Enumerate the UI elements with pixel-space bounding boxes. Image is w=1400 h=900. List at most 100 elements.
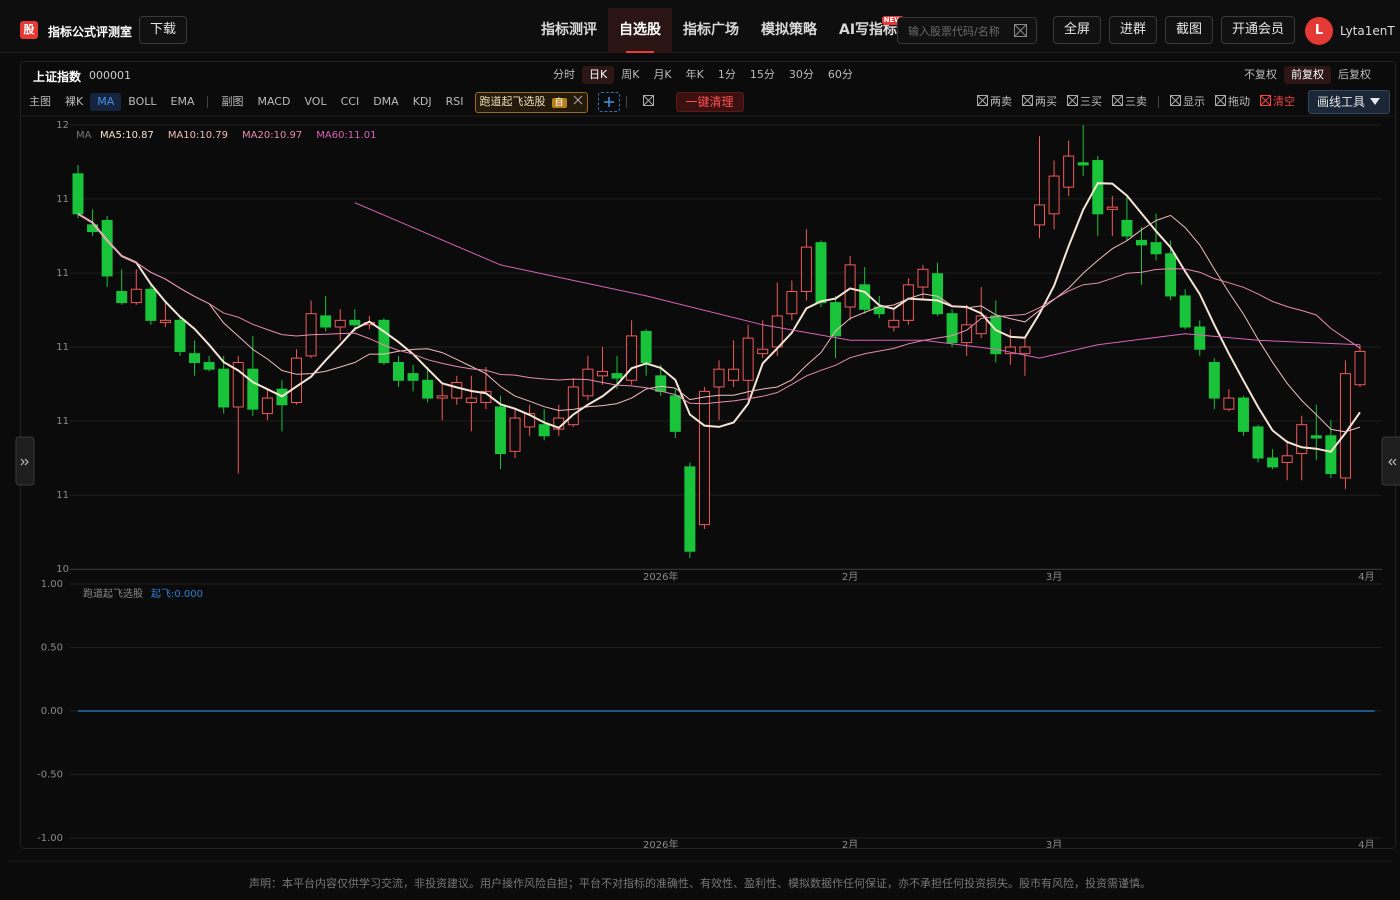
candle-body: [1296, 424, 1308, 455]
ma-line: [354, 202, 1361, 359]
checkbox[interactable]: [1169, 95, 1181, 106]
x-tick-label: 2月: [842, 571, 858, 583]
nav-item[interactable]: 指标广场: [672, 8, 750, 53]
nav-item[interactable]: 自选股: [608, 8, 672, 53]
adjust-tab[interactable]: 后复权: [1338, 68, 1371, 81]
checkbox[interactable]: [1066, 95, 1078, 106]
legend-entry: 起飞:0.000: [151, 588, 203, 600]
candle-body: [218, 368, 230, 408]
indicator-toolbar: 主图 裸K MA BOLL EMA 副图 MACD VOL CCI DMA KDJ RSI 跑道起飞选股…: [22, 91, 744, 113]
header-button[interactable]: 截图: [1165, 16, 1214, 44]
adjust-tab[interactable]: 前复权: [1284, 66, 1331, 84]
candle-body: [582, 368, 594, 397]
clear-button[interactable]: 一键清理: [675, 92, 744, 112]
dropdown-arrow: [1370, 98, 1380, 105]
candle-body: [451, 382, 463, 399]
right-tab-icon: [1388, 458, 1397, 466]
header-buttons: 全屏 进群 截图 开通会员: [1053, 16, 1296, 44]
right-tab[interactable]: [1381, 436, 1400, 486]
candle-body: [728, 368, 740, 381]
period-tab[interactable]: 60分: [827, 68, 853, 81]
nav-item[interactable]: 模拟策略: [750, 8, 828, 53]
period-tab[interactable]: 年K: [685, 68, 704, 81]
legend-entry: MA20:10.97: [242, 130, 302, 141]
download-button[interactable]: 下载: [139, 16, 188, 44]
main-indicator[interactable]: BOLL: [128, 95, 157, 108]
x-tick-label: 4月: [1358, 571, 1374, 583]
sub-indicator[interactable]: RSI: [445, 95, 464, 108]
signal-toggle[interactable]: 两卖: [972, 93, 1017, 111]
main-label: 主图: [29, 95, 51, 108]
tag-remove[interactable]: [573, 95, 583, 105]
tag-badge: 自: [551, 97, 567, 108]
y-tick-label: 0.50: [41, 643, 63, 654]
candle-body: [1208, 362, 1220, 399]
sub-indicator[interactable]: MACD: [257, 95, 291, 108]
checkbox[interactable]: [976, 95, 988, 106]
clear-icon[interactable]: [642, 95, 654, 106]
candle-body: [742, 337, 754, 381]
new-badge: NEW: [881, 16, 905, 25]
candle-body: [830, 302, 842, 337]
signal-label: 三卖: [1124, 95, 1147, 108]
left-tab[interactable]: [15, 436, 35, 486]
sub-indicator[interactable]: KDJ: [412, 95, 432, 108]
main-indicator[interactable]: MA: [90, 93, 122, 111]
candle-body: [1252, 426, 1264, 459]
header-button[interactable]: 进群: [1109, 16, 1158, 44]
user-name[interactable]: Lyta1enT: [1340, 24, 1395, 38]
header-button[interactable]: 开通会员: [1221, 16, 1296, 44]
period-tab[interactable]: 周K: [621, 68, 640, 81]
view-toggle[interactable]: 显示: [1165, 93, 1210, 111]
signal-toggle[interactable]: 三卖: [1107, 93, 1152, 111]
toggle-icon[interactable]: [633, 93, 666, 111]
period-tab[interactable]: 1分: [717, 68, 736, 81]
header-button[interactable]: 全屏: [1053, 16, 1102, 44]
main-indicator[interactable]: 裸K: [65, 95, 84, 108]
signal-toggle[interactable]: 两买: [1017, 93, 1062, 111]
period-tab[interactable]: 分时: [553, 68, 575, 81]
checkbox[interactable]: [1259, 95, 1271, 106]
candle-body: [465, 397, 477, 403]
period-tab[interactable]: 月K: [653, 68, 672, 81]
signal-toggle[interactable]: 三买: [1062, 93, 1107, 111]
candle-body: [1339, 373, 1351, 479]
view-toggle[interactable]: 拖动: [1210, 93, 1255, 111]
candle-body: [844, 264, 856, 308]
indicator-tag[interactable]: 跑道起飞选股自: [474, 91, 588, 113]
candle-body: [771, 315, 783, 348]
sub-indicator[interactable]: CCI: [340, 95, 360, 108]
candle-body: [1223, 397, 1235, 410]
candle-body: [1077, 162, 1089, 166]
period-tab[interactable]: 15分: [749, 68, 775, 81]
candle-body: [917, 268, 929, 288]
main-indicator[interactable]: EMA: [170, 95, 195, 108]
candle-body: [859, 284, 871, 310]
nav-item[interactable]: 指标测评: [530, 8, 608, 53]
adjust-tab[interactable]: 不复权: [1244, 68, 1277, 81]
candle-body: [159, 319, 171, 324]
sub-indicator[interactable]: VOL: [304, 95, 327, 108]
checkbox[interactable]: [1214, 95, 1226, 106]
period-tab[interactable]: 日K: [582, 66, 615, 84]
ma-line: [77, 213, 1361, 405]
toggle-label: 拖动: [1227, 95, 1250, 108]
add-indicator[interactable]: [597, 92, 620, 112]
nav-item[interactable]: AI写指标 NEW: [828, 8, 908, 53]
search-clear-icon[interactable]: [1014, 24, 1027, 37]
y-tick-label: 11: [56, 268, 69, 279]
candle-body: [538, 424, 550, 437]
toggle-label: 显示: [1182, 95, 1205, 108]
period-tab[interactable]: 30分: [788, 68, 814, 81]
candle-body: [684, 466, 696, 552]
candle-body: [1194, 326, 1206, 350]
draw-tools-button[interactable]: 画线工具: [1307, 90, 1390, 114]
checkbox[interactable]: [1111, 95, 1123, 106]
checkbox[interactable]: [1021, 95, 1033, 106]
candle-body: [596, 370, 608, 377]
view-toggle[interactable]: 清空: [1255, 93, 1300, 111]
x-tick-label: 2026年: [643, 838, 678, 851]
avatar[interactable]: L: [1305, 17, 1333, 45]
search-box[interactable]: 输入股票代码/名称: [897, 17, 1037, 44]
sub-indicator[interactable]: DMA: [373, 95, 399, 108]
